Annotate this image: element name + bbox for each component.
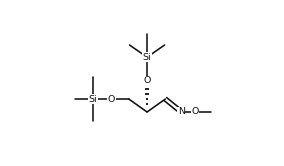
Text: O: O: [191, 107, 199, 117]
Text: Si: Si: [143, 53, 151, 62]
Text: O: O: [143, 76, 151, 85]
Text: O: O: [108, 95, 115, 104]
Text: Si: Si: [89, 95, 97, 104]
Text: N: N: [178, 107, 185, 117]
